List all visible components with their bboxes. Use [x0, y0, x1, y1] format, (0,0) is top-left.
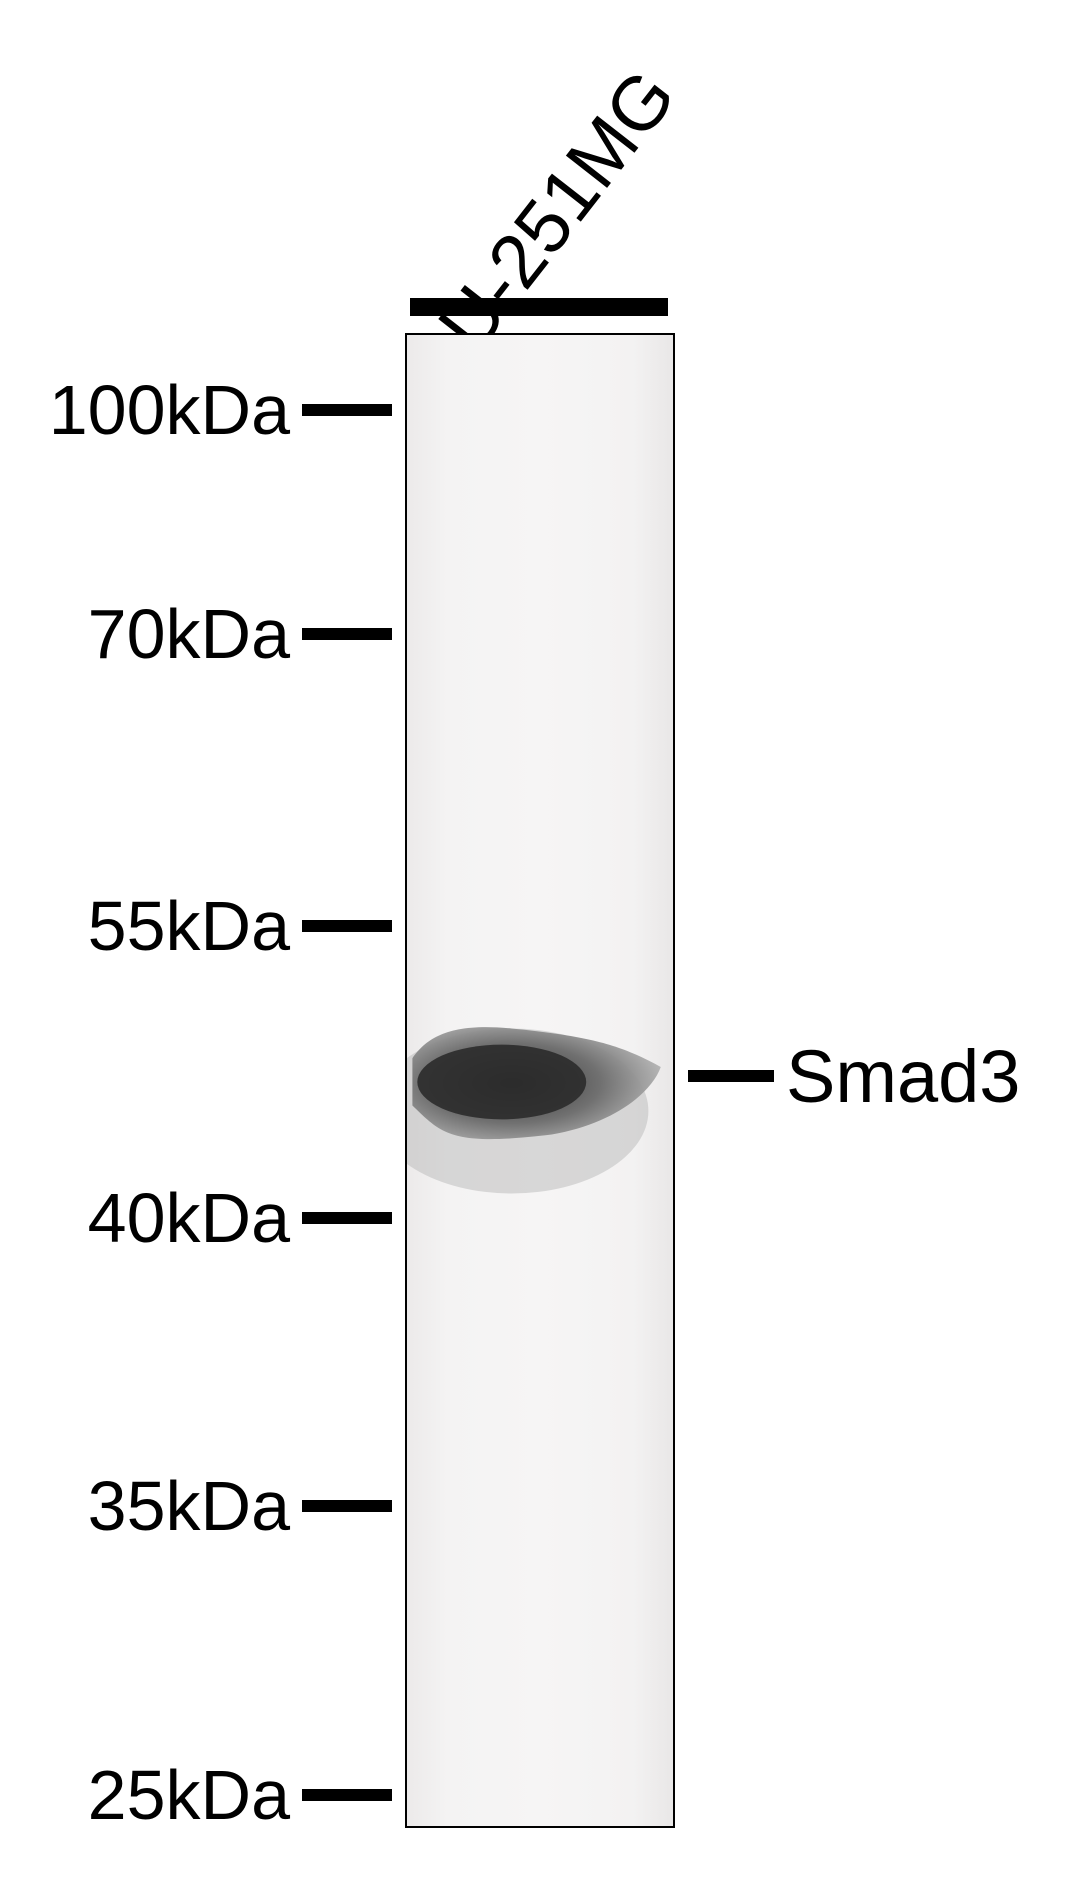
mw-tick — [302, 628, 392, 640]
mw-tick — [302, 1500, 392, 1512]
mw-label: 70kDa — [88, 594, 290, 674]
mw-label: 40kDa — [88, 1178, 290, 1258]
mw-tick — [302, 920, 392, 932]
band-label-tick — [688, 1070, 774, 1082]
mw-marker: 40kDa — [0, 1183, 392, 1253]
blot-lane — [405, 333, 675, 1828]
mw-marker: 35kDa — [0, 1471, 392, 1541]
mw-marker: 100kDa — [0, 375, 392, 445]
blot-band-smad3 — [407, 335, 675, 1828]
mw-tick — [302, 1789, 392, 1801]
mw-label: 100kDa — [49, 370, 290, 450]
mw-label: 35kDa — [88, 1466, 290, 1546]
mw-tick — [302, 404, 392, 416]
lane-label-wrap: U-251MG — [421, 54, 692, 367]
mw-marker: 25kDa — [0, 1760, 392, 1830]
mw-marker: 70kDa — [0, 599, 392, 669]
lane-label: U-251MG — [422, 54, 692, 366]
mw-label: 25kDa — [88, 1755, 290, 1835]
band-label-text: Smad3 — [786, 1034, 1020, 1119]
mw-tick — [302, 1212, 392, 1224]
lane-underline — [410, 298, 668, 316]
band-label-row: Smad3 — [688, 1039, 1020, 1113]
western-blot-figure: U-251MG 100kDa70kDa55kDa40kDa35kDa25kDa … — [0, 0, 1080, 1899]
mw-marker: 55kDa — [0, 891, 392, 961]
mw-label: 55kDa — [88, 886, 290, 966]
